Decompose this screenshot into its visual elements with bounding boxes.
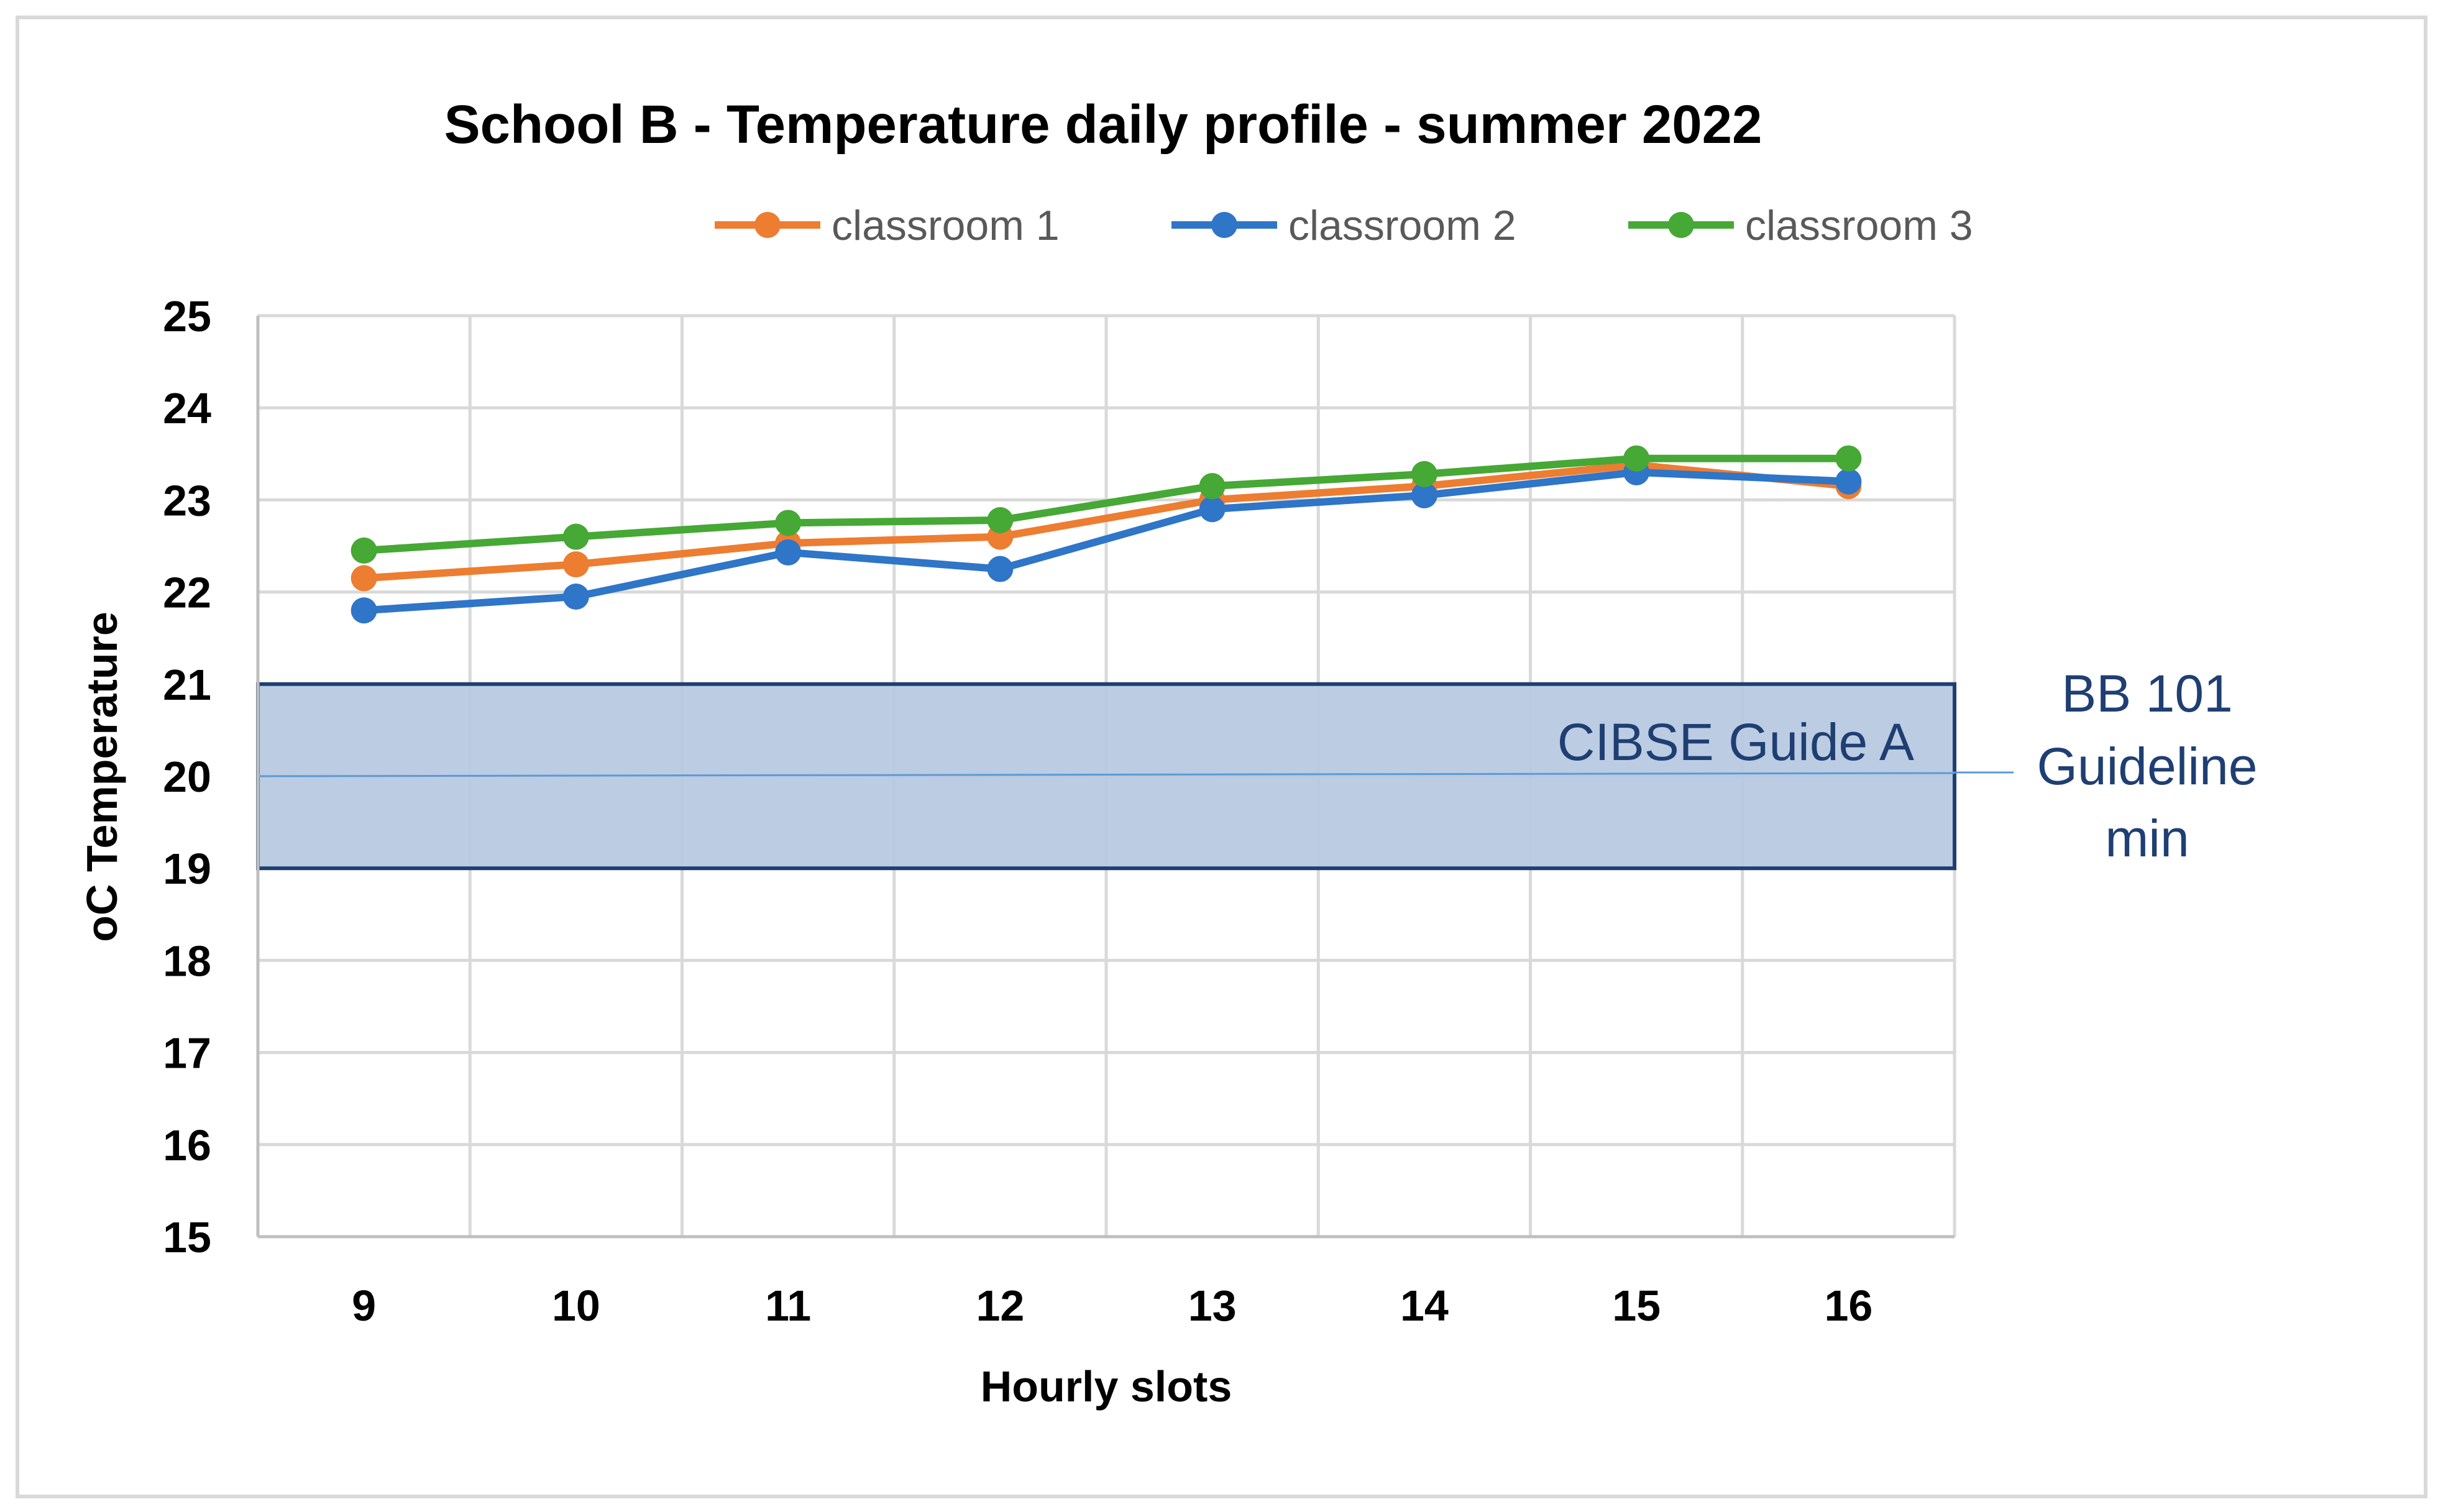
data-point <box>1199 496 1226 523</box>
y-tick-label: 23 <box>163 476 211 525</box>
legend-item-1: classroom 1 <box>715 202 1060 249</box>
data-point <box>1411 482 1437 508</box>
side-annotation-line-2: Guideline <box>2037 737 2258 795</box>
legend-swatch-marker <box>1668 212 1694 238</box>
data-point <box>1835 468 1862 495</box>
legend-label: classroom 1 <box>832 202 1060 249</box>
x-tick-label: 15 <box>1612 1281 1661 1330</box>
data-point <box>775 510 802 536</box>
legend-swatch-marker <box>1211 212 1237 238</box>
data-point <box>1623 445 1650 472</box>
x-tick-label: 16 <box>1824 1281 1872 1330</box>
legend-label: classroom 2 <box>1288 202 1516 249</box>
data-point <box>562 523 589 550</box>
guideline-reference-line <box>257 772 1955 777</box>
series-line <box>364 454 1849 554</box>
x-tick-label: 13 <box>1188 1281 1237 1330</box>
legend-swatch-marker <box>754 212 781 238</box>
data-point <box>775 539 802 566</box>
y-tick-label: 21 <box>163 661 211 709</box>
data-point <box>1411 460 1437 487</box>
legend: classroom 1 classroom 2 classroom 3 <box>715 202 1973 249</box>
legend-label: classroom 3 <box>1745 202 1973 249</box>
data-point <box>987 507 1014 534</box>
tick-labels: 15 16 17 18 19 20 21 22 23 24 25 9 10 11 12 13 14 15 16 <box>163 292 1872 1330</box>
data-point <box>351 537 377 564</box>
data-point <box>1199 473 1226 500</box>
y-tick-label: 19 <box>163 845 211 893</box>
guideline-band <box>256 682 1956 871</box>
y-tick-label: 25 <box>163 292 211 341</box>
y-tick-label: 15 <box>163 1213 211 1262</box>
y-tick-label: 18 <box>163 937 211 985</box>
y-tick-label: 22 <box>163 569 211 617</box>
x-tick-label: 11 <box>765 1281 811 1330</box>
data-point <box>987 556 1014 582</box>
axes <box>256 316 1955 1239</box>
x-axis-title: Hourly slots <box>981 1362 1232 1411</box>
data-point <box>562 584 589 610</box>
series-line <box>364 468 1849 615</box>
x-tick-label: 10 <box>552 1281 600 1330</box>
series-2 <box>351 459 1862 624</box>
x-tick-label: 12 <box>976 1281 1024 1330</box>
x-tick-label: 9 <box>352 1281 376 1330</box>
y-tick-label: 20 <box>163 753 211 801</box>
data-point <box>1835 445 1862 472</box>
y-tick-label: 17 <box>163 1029 211 1078</box>
y-axis-title: oC Temperature <box>78 612 126 942</box>
series-line <box>364 461 1849 582</box>
series-3 <box>351 445 1862 564</box>
series-layer <box>351 445 1862 624</box>
y-tick-label: 16 <box>163 1121 211 1170</box>
x-tick-label: 14 <box>1400 1281 1449 1330</box>
data-point <box>351 565 377 592</box>
side-annotation-line-3: min <box>2105 809 2189 868</box>
band-label: CIBSE Guide A <box>1557 713 1914 771</box>
chart-title: School B - Temperature daily profile - s… <box>444 94 1762 155</box>
data-point <box>562 551 589 578</box>
legend-item-3: classroom 3 <box>1628 202 1973 249</box>
legend-item-2: classroom 2 <box>1171 202 1516 249</box>
side-annotation-line-1: BB 101 <box>2061 664 2233 723</box>
data-point <box>351 597 377 624</box>
y-tick-label: 24 <box>163 384 211 433</box>
